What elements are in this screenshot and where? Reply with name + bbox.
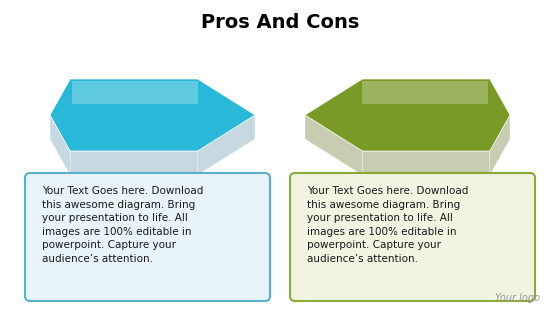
Polygon shape (50, 115, 70, 175)
Polygon shape (305, 115, 362, 175)
Polygon shape (305, 103, 510, 175)
Polygon shape (72, 81, 198, 104)
Polygon shape (362, 151, 490, 175)
Polygon shape (50, 79, 255, 151)
Polygon shape (305, 79, 510, 151)
Text: Your logo: Your logo (495, 293, 540, 303)
Text: Your Text Goes here. Download
this awesome diagram. Bring
your presentation to l: Your Text Goes here. Download this aweso… (42, 186, 203, 264)
FancyBboxPatch shape (25, 173, 270, 301)
Polygon shape (70, 151, 198, 175)
Polygon shape (490, 115, 510, 175)
Polygon shape (50, 103, 255, 175)
Polygon shape (362, 81, 488, 104)
Polygon shape (198, 115, 255, 175)
FancyBboxPatch shape (290, 173, 535, 301)
Text: Your Text Goes here. Download
this awesome diagram. Bring
your presentation to l: Your Text Goes here. Download this aweso… (307, 186, 468, 264)
Text: Pros And Cons: Pros And Cons (201, 13, 359, 32)
